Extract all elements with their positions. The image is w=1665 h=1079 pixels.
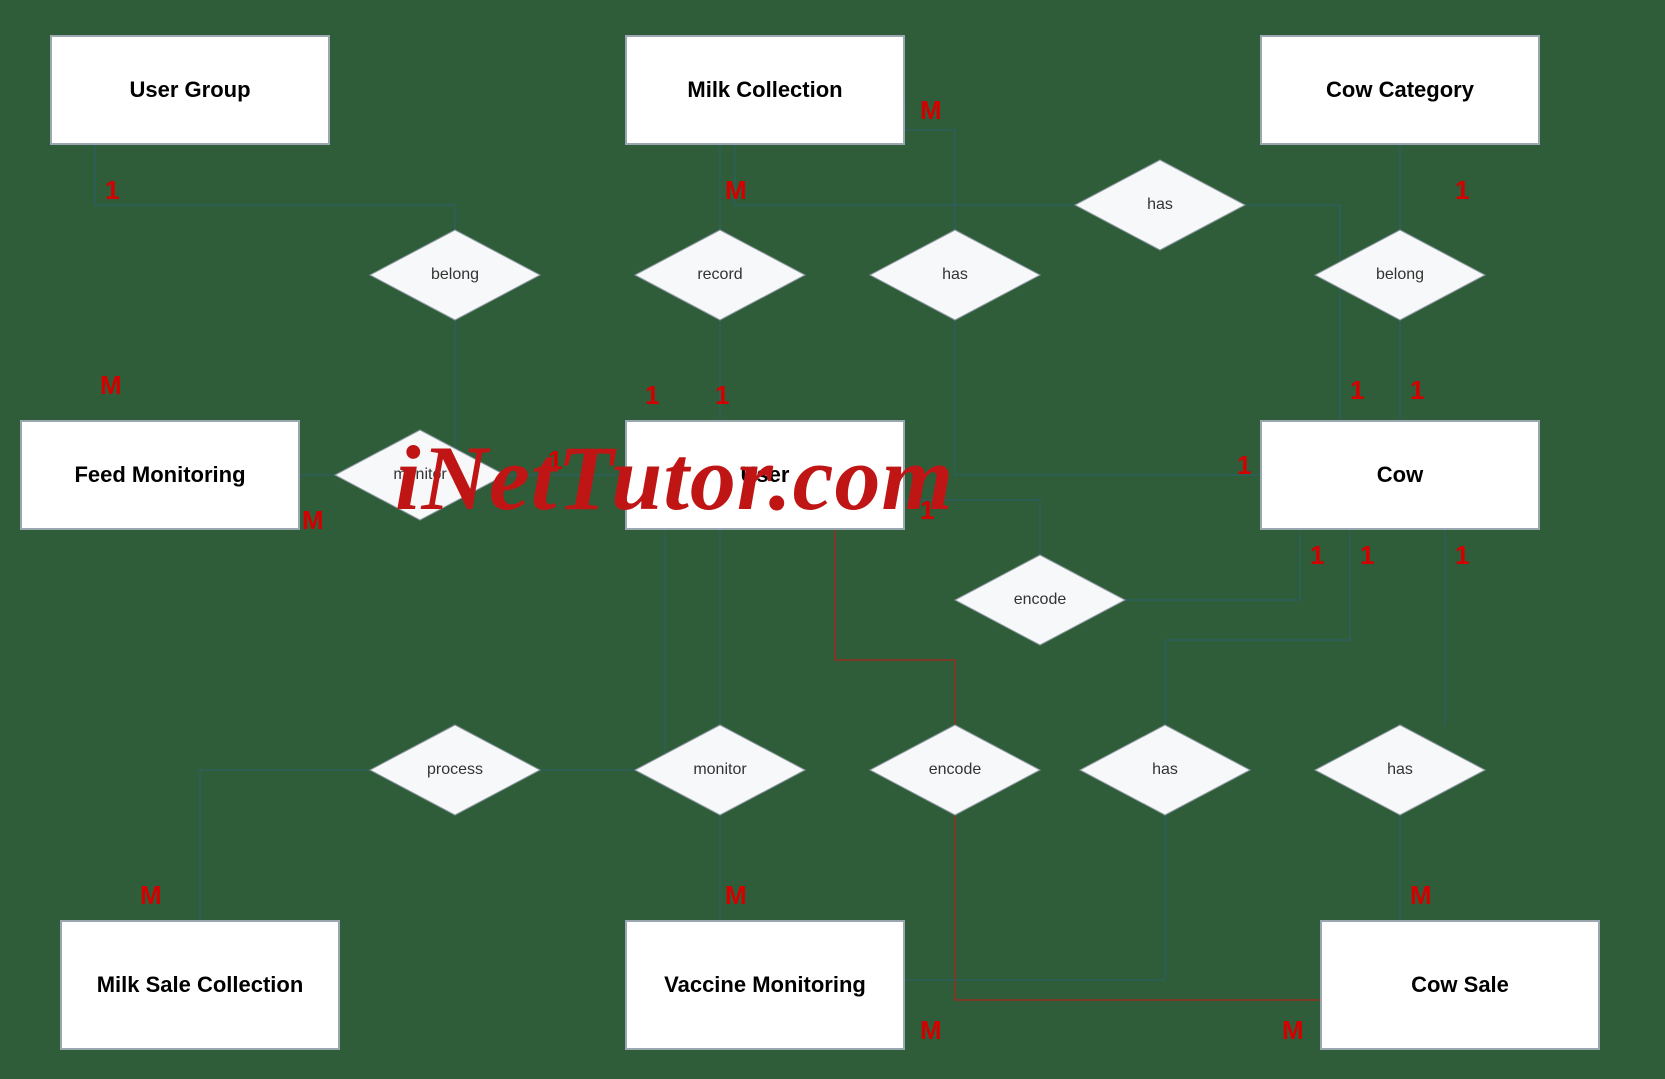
cardinality-label: M [725,880,747,911]
relationship-diamond-encode_cow [955,555,1125,645]
relationship-label-process: process [370,725,540,815]
cardinality-label: 1 [1310,540,1324,571]
relationship-label-has_mc: has [870,230,1040,320]
cardinality-label: 1 [715,380,729,411]
relationship-label-belong_cc: belong [1315,230,1485,320]
relationship-diamond-has_vm [1080,725,1250,815]
relationship-diamond-monitor_fm [335,430,505,520]
cardinality-label: M [1282,1015,1304,1046]
entity-feed_monitoring: Feed Monitoring [20,420,300,530]
cardinality-label: M [100,370,122,401]
edge [905,500,1040,555]
relationship-diamond-belong_cc [1315,230,1485,320]
relationship-diamond-belong_ug [370,230,540,320]
relationship-label-record: record [635,230,805,320]
relationship-diamond-has_cc [1075,160,1245,250]
cardinality-label: 1 [1455,540,1469,571]
edge [1165,530,1350,725]
relationship-diamond-has_cs [1315,725,1485,815]
relationship-label-has_cc: has [1075,160,1245,250]
cardinality-label: 1 [105,175,119,206]
cardinality-label: M [920,1015,942,1046]
edge [540,530,665,770]
cardinality-label: M [302,505,324,536]
cardinality-label: 1 [645,380,659,411]
relationship-label-monitor_vm: monitor [635,725,805,815]
relationship-diamond-monitor_vm [635,725,805,815]
relationship-label-belong_ug: belong [370,230,540,320]
entity-user: User [625,420,905,530]
edge [835,530,955,725]
edge [455,320,625,475]
cardinality-label: 1 [548,445,562,476]
cardinality-label: M [1410,880,1432,911]
relationship-diamond-has_mc [870,230,1040,320]
relationship-label-encode_vm: encode [870,725,1040,815]
cardinality-label: 1 [1237,450,1251,481]
relationship-label-has_vm: has [1080,725,1250,815]
cardinality-label: 1 [1350,375,1364,406]
edge [95,145,455,230]
edge [955,320,1260,475]
entity-milk_sale: Milk Sale Collection [60,920,340,1050]
edge [735,145,1075,205]
edge [955,815,1320,1000]
entity-cow: Cow [1260,420,1540,530]
relationship-diamond-encode_vm [870,725,1040,815]
cardinality-label: 1 [1360,540,1374,571]
cardinality-label: M [920,95,942,126]
entity-cow_sale: Cow Sale [1320,920,1600,1050]
relationship-label-has_cs: has [1315,725,1485,815]
relationship-label-monitor_fm: monitor [335,430,505,520]
edge [200,770,370,920]
entity-vaccine_mon: Vaccine Monitoring [625,920,905,1050]
cardinality-label: 1 [1455,175,1469,206]
relationship-diamond-process [370,725,540,815]
er-diagram-canvas: belongrecordhashasbelongmonitorencodepro… [0,0,1665,1079]
cardinality-label: 1 [1410,375,1424,406]
cardinality-label: M [140,880,162,911]
edge [905,815,1165,980]
edge [905,100,955,230]
edge [1125,530,1300,600]
relationship-diamond-record [635,230,805,320]
entity-user_group: User Group [50,35,330,145]
entity-milk_collection: Milk Collection [625,35,905,145]
cardinality-label: 1 [920,495,934,526]
entity-cow_category: Cow Category [1260,35,1540,145]
edge [1245,205,1340,420]
relationship-label-encode_cow: encode [955,555,1125,645]
cardinality-label: M [725,175,747,206]
